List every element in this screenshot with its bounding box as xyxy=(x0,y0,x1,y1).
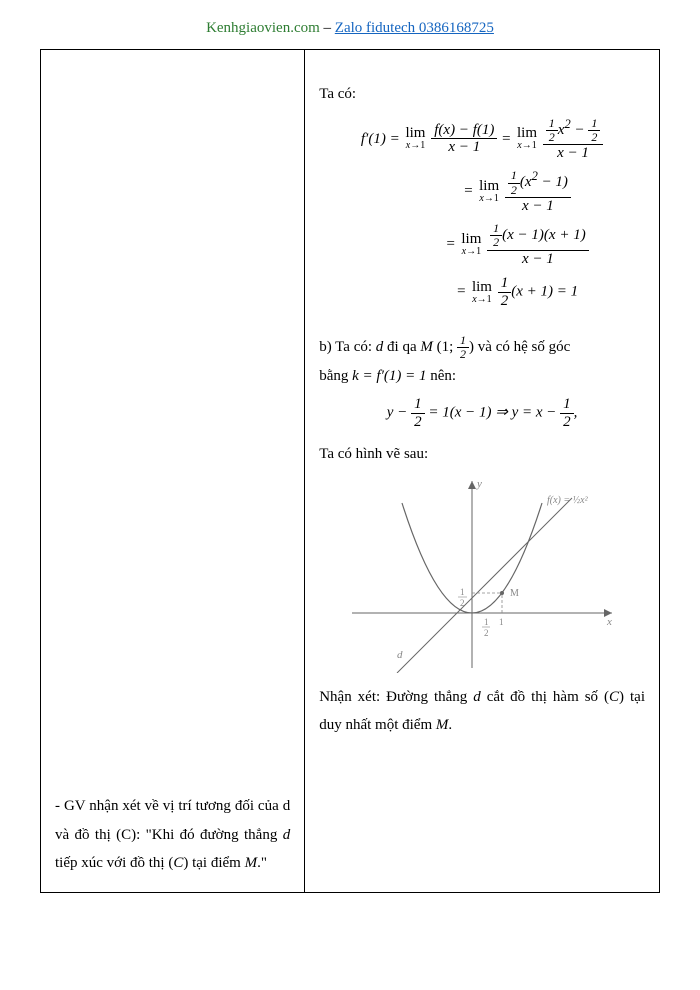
pb-paren-open: (1; xyxy=(433,339,457,355)
zalo-link[interactable]: Zalo fidutech 0386168725 xyxy=(335,20,494,36)
right-column: Ta có: f′(1) = limx→1 f(x) − f(1)x − 1 =… xyxy=(305,50,660,893)
gv-dot: ." xyxy=(257,855,267,871)
nx-C: C xyxy=(609,689,619,705)
hinh-ve-label: Ta có hình vẽ sau: xyxy=(319,440,645,469)
half-top: 1 xyxy=(460,587,465,597)
pb-M: M xyxy=(420,339,433,355)
pb-t2: và có hệ số góc xyxy=(478,339,570,355)
nx-mid: cắt đồ thị hàm số ( xyxy=(481,689,609,705)
gv-C: C xyxy=(173,855,183,871)
header-dash: – xyxy=(320,20,335,36)
main-table: - GV nhận xét về vị trí tương đối của d … xyxy=(40,49,660,893)
nx-d: d xyxy=(473,689,481,705)
gv-lead: - GV nhận xét về vị trí tương đối của d … xyxy=(55,798,290,843)
pb-hd: 2 xyxy=(457,348,469,361)
gv-d: d xyxy=(283,827,291,843)
y-label: y xyxy=(476,478,482,490)
one-label: 1 xyxy=(499,617,504,627)
half-bot: 2 xyxy=(460,598,465,608)
fx-label: f(x) = ½x² xyxy=(547,495,589,506)
eq-row-1: f′(1) = limx→1 f(x) − f(1)x − 1 = limx→1… xyxy=(319,117,645,162)
nx-lead: Nhận xét: Đường thẳng xyxy=(319,689,473,705)
graph-svg: y x f(x) = ½x² M d 1 1 2 1 2 xyxy=(342,473,622,673)
gv-mid: tiếp xúc với đồ thị ( xyxy=(55,855,173,871)
eq-y: y − 12 = 1(x − 1) ⇒ y = x − 12, xyxy=(319,396,645,430)
M-label: M xyxy=(510,588,519,599)
page: Kenhgiaovien.com – Zalo fidutech 0386168… xyxy=(0,0,700,990)
eq-row-4: = limx→1 12(x + 1) = 1 xyxy=(319,275,645,309)
tick-half-den: 2 xyxy=(484,628,489,638)
gv-M: M xyxy=(245,855,258,871)
pb-t1: đi qa xyxy=(383,339,420,355)
tick-half-num: 1 xyxy=(484,617,489,627)
pb-hn: 1 xyxy=(457,334,469,348)
d-label: d xyxy=(397,649,403,661)
part-b-line1: b) Ta có: d đi qa M (1; 12) và có hệ số … xyxy=(319,333,645,362)
pb-nen: nên: xyxy=(426,368,456,384)
pb-k: k = f′(1) = 1 xyxy=(352,368,426,384)
page-header: Kenhgiaovien.com – Zalo fidutech 0386168… xyxy=(40,20,660,37)
pb-close: ) xyxy=(469,339,478,355)
nx-M: M xyxy=(436,717,449,733)
tangent-line xyxy=(397,498,572,673)
equation-block: f′(1) = limx→1 f(x) − f(1)x − 1 = limx→1… xyxy=(319,117,645,310)
part-b-line2: bằng k = f′(1) = 1 nên: xyxy=(319,362,645,391)
eq-row-2: = limx→1 12(x2 − 1)x − 1 xyxy=(319,169,645,214)
y-arrow xyxy=(468,481,476,489)
x-label: x xyxy=(606,616,612,628)
nx-dot: . xyxy=(448,717,452,733)
pb-t3: bằng xyxy=(319,368,352,384)
gv-comment: - GV nhận xét về vị trí tương đối của d … xyxy=(55,792,290,878)
gv-end: ) tại điểm xyxy=(183,855,244,871)
nhan-xet: Nhận xét: Đường thẳng d cắt đồ thị hàm s… xyxy=(319,683,645,740)
left-column: - GV nhận xét về vị trí tương đối của d … xyxy=(41,50,305,893)
eq-row-3: = limx→1 12(x − 1)(x + 1)x − 1 xyxy=(319,222,645,267)
pb-lead: b) Ta có: xyxy=(319,339,376,355)
taco-label: Ta có: xyxy=(319,80,645,109)
point-M xyxy=(500,591,504,595)
site-name: Kenhgiaovien.com xyxy=(206,20,320,36)
